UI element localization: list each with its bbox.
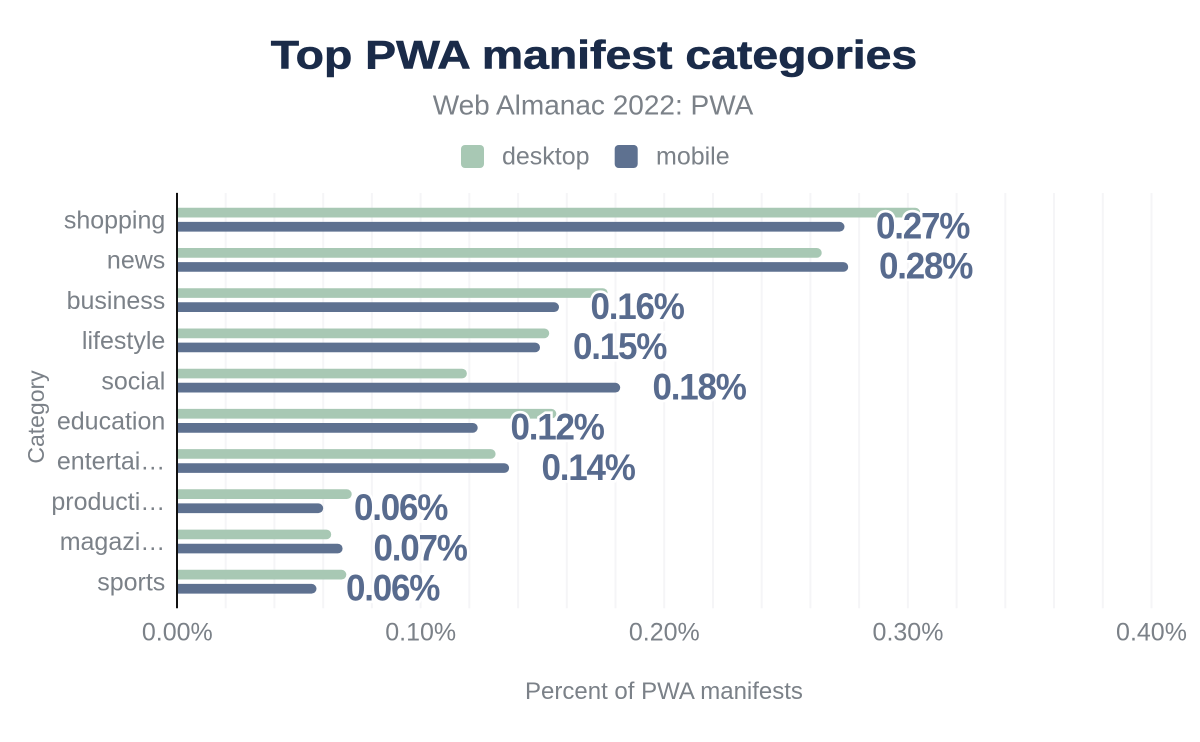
svg-text:0.18%: 0.18% [653,365,747,407]
svg-text:mobile: mobile [656,143,730,171]
svg-text:0.00%: 0.00% [142,619,213,647]
svg-text:entertai…: entertai… [57,448,165,476]
svg-text:0.10%: 0.10% [385,619,456,647]
svg-text:business: business [67,287,166,315]
svg-text:news: news [107,247,165,275]
svg-text:0.16%: 0.16% [591,285,685,327]
svg-text:lifestyle: lifestyle [82,327,165,355]
svg-text:magazi…: magazi… [60,528,166,556]
svg-text:social: social [101,367,165,395]
svg-text:0.20%: 0.20% [629,619,700,647]
svg-text:education: education [57,408,165,436]
svg-text:0.14%: 0.14% [542,446,636,488]
svg-text:0.40%: 0.40% [1116,619,1187,647]
svg-text:0.06%: 0.06% [346,567,440,609]
svg-text:0.15%: 0.15% [573,325,667,367]
svg-text:0.28%: 0.28% [879,245,973,287]
svg-text:0.06%: 0.06% [354,486,448,528]
svg-text:Category: Category [23,370,49,464]
svg-text:producti…: producti… [51,488,165,516]
svg-text:0.30%: 0.30% [873,619,944,647]
svg-text:0.07%: 0.07% [374,526,468,568]
svg-text:sports: sports [97,568,165,596]
svg-text:Percent of PWA manifests: Percent of PWA manifests [525,678,803,705]
svg-text:Web Almanac 2022: PWA: Web Almanac 2022: PWA [433,89,754,120]
svg-text:desktop: desktop [502,143,590,171]
svg-text:0.27%: 0.27% [876,205,970,247]
svg-text:shopping: shopping [64,206,165,234]
svg-text:Top PWA manifest categories: Top PWA manifest categories [271,34,917,78]
svg-text:0.12%: 0.12% [511,406,605,448]
